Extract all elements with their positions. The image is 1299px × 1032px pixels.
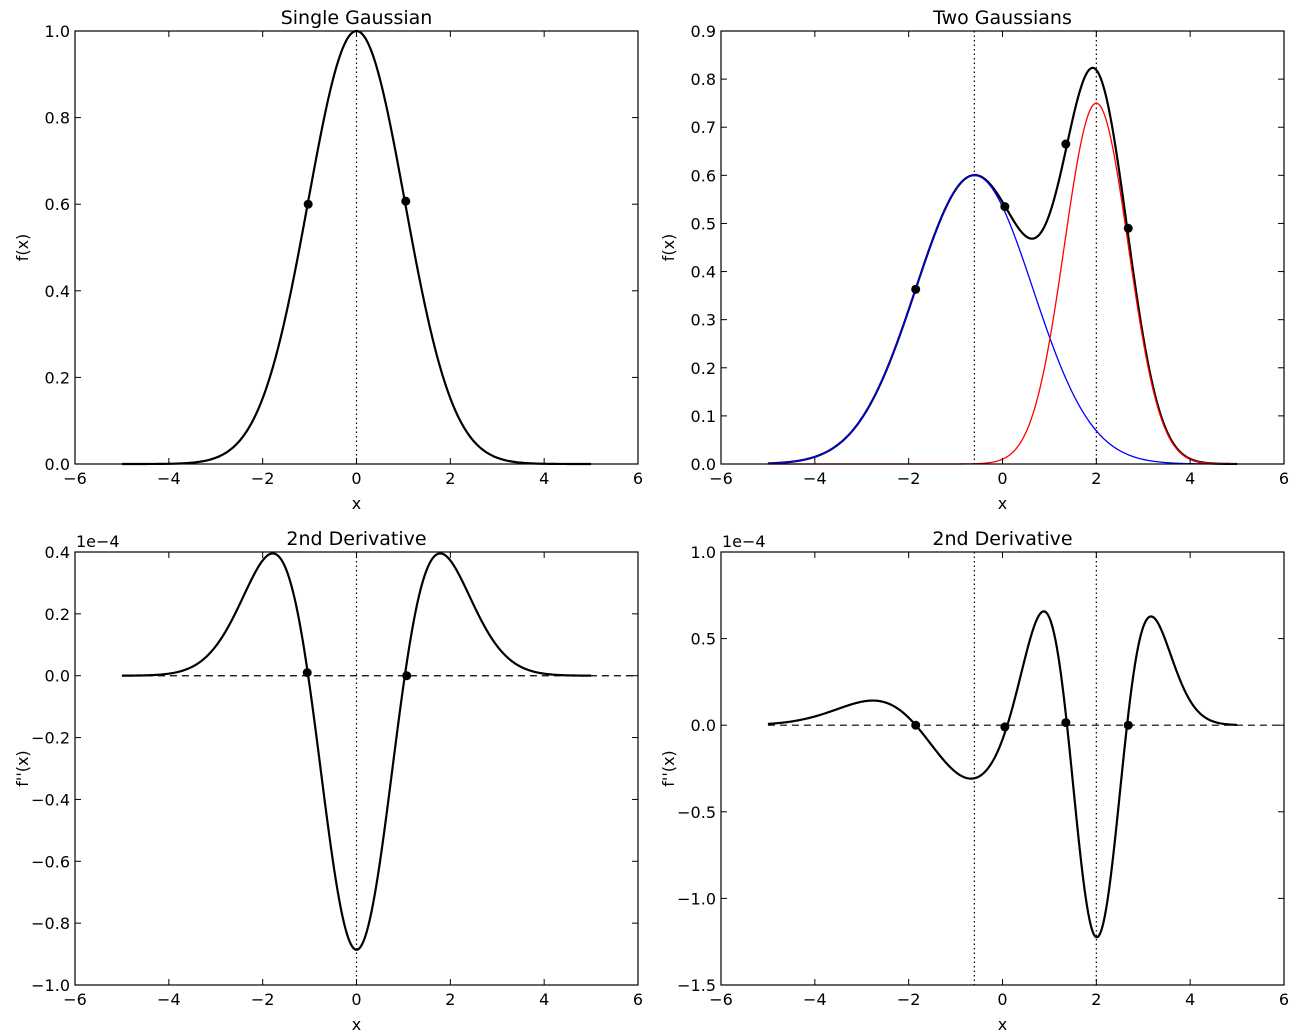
y-tick-label: 0.6 (45, 195, 70, 214)
chart-title: 2nd Derivative (286, 528, 426, 550)
y-tick-label: −1.5 (677, 976, 716, 995)
x-tick-label: 4 (1185, 990, 1195, 1009)
axes-frame (720, 551, 1285, 986)
chart-panel-two-gaussians: −6 −4 −2 0 2 4 6 0.0 0.1 0.2 0.3 0.4 0.5 0.6 0.7 0.8 0.9… (659, 7, 1289, 513)
x-tick-label: −4 (157, 990, 181, 1009)
x-tick-label: 4 (1185, 469, 1195, 488)
y-tick-label: 0.6 (691, 166, 716, 185)
y-tick-label: 0.9 (691, 22, 716, 41)
y-tick-label: 0.8 (45, 109, 70, 128)
data-point-1 (1000, 202, 1010, 212)
x-tick-label: 0 (997, 990, 1007, 1009)
x-tick-label: 2 (445, 990, 455, 1009)
series-line-0 (767, 610, 1238, 939)
y-tick-label: −1.0 (677, 889, 716, 908)
y-tick-label: 0.5 (691, 214, 716, 233)
x-tick-label: 0 (997, 469, 1007, 488)
y-tick-label: 0.0 (691, 455, 716, 474)
x-tick-label: −2 (897, 990, 921, 1009)
x-tick-label: −6 (63, 990, 87, 1009)
x-tick-label: −2 (251, 990, 275, 1009)
chart-title: Two Gaussians (932, 7, 1072, 29)
data-point-2 (1061, 718, 1071, 728)
data-point-1 (401, 196, 411, 206)
chart-panel-single-gaussian: −6 −4 −2 0 2 4 6 0.0 0.2 0.4 0.6 0.8 1.0 Single Gauss… (13, 7, 643, 513)
y-tick-label: −0.8 (31, 914, 70, 933)
axis-offset-text: 1e−4 (76, 532, 120, 551)
y-tick-label: −0.4 (31, 790, 70, 809)
y-tick-label: −0.6 (31, 852, 70, 871)
data-point-0 (302, 668, 312, 678)
series-line-2 (767, 102, 1238, 465)
y-tick-label: 0.8 (691, 70, 716, 89)
axes-frame (720, 30, 1285, 465)
y-tick-label: −1.0 (31, 976, 70, 995)
x-tick-label: −6 (63, 469, 87, 488)
x-tick-label: −4 (803, 990, 827, 1009)
series-line-1 (767, 174, 1238, 465)
x-tick-label: −6 (709, 990, 733, 1009)
y-tick-label: 0.7 (691, 118, 716, 137)
y-tick-label: 0.5 (691, 630, 716, 649)
y-tick-label: 0.0 (45, 667, 70, 686)
series-line-0 (121, 552, 592, 951)
y-tick-label: 0.1 (691, 407, 716, 426)
chart-panel-2nd-derivative-right: −6 −4 −2 0 2 4 6 −1.5 −1.0 −0.5 0.0 0.5 1.0 2nd Deriv… (659, 528, 1289, 1032)
y-axis-label: f''(x) (13, 750, 32, 786)
y-tick-label: 1.0 (45, 22, 70, 41)
y-tick-label: −0.5 (677, 803, 716, 822)
y-axis-label: f(x) (13, 234, 32, 262)
x-tick-label: 2 (1091, 990, 1101, 1009)
y-tick-label: 0.2 (45, 368, 70, 387)
x-tick-label: −4 (157, 469, 181, 488)
x-tick-label: −4 (803, 469, 827, 488)
chart-panel-2nd-derivative-left: −6 −4 −2 0 2 4 6 −1.0 −0.8 −0.6 −0.4 −0.2 0.0 0.2 0.4 2… (13, 528, 643, 1032)
y-axis-label: f''(x) (659, 750, 678, 786)
data-point-1 (1000, 722, 1010, 732)
series-line-0 (767, 66, 1238, 466)
x-tick-label: 0 (351, 469, 361, 488)
axis-offset-text: 1e−4 (722, 532, 766, 551)
data-point-3 (1123, 720, 1133, 730)
y-tick-label: 0.4 (45, 543, 70, 562)
data-point-3 (1123, 223, 1133, 233)
y-tick-label: 0.2 (45, 605, 70, 624)
x-axis-label: x (352, 494, 361, 513)
x-tick-label: −2 (897, 469, 921, 488)
y-tick-label: 0.0 (691, 716, 716, 735)
y-axis-label: f(x) (659, 234, 678, 262)
x-tick-label: 6 (1279, 990, 1289, 1009)
data-point-0 (911, 720, 921, 730)
y-tick-label: 0.0 (45, 455, 70, 474)
x-tick-label: 6 (633, 990, 643, 1009)
x-tick-label: 4 (539, 469, 549, 488)
x-tick-label: −6 (709, 469, 733, 488)
data-point-1 (402, 671, 412, 681)
x-axis-label: x (998, 1015, 1007, 1032)
x-axis-label: x (352, 1015, 361, 1032)
chart-title: Single Gaussian (281, 7, 433, 29)
y-tick-label: 0.4 (691, 263, 716, 282)
data-point-0 (303, 199, 313, 209)
x-tick-label: 2 (1091, 469, 1101, 488)
chart-title: 2nd Derivative (932, 528, 1072, 550)
x-tick-label: 0 (351, 990, 361, 1009)
y-tick-label: 0.2 (691, 359, 716, 378)
x-tick-label: 2 (445, 469, 455, 488)
x-tick-label: 4 (539, 990, 549, 1009)
y-tick-label: 1.0 (691, 543, 716, 562)
x-tick-label: 6 (1279, 469, 1289, 488)
x-tick-label: −2 (251, 469, 275, 488)
y-tick-label: 0.4 (45, 282, 70, 301)
y-tick-label: 0.3 (691, 311, 716, 330)
data-point-0 (911, 284, 921, 294)
y-tick-label: −0.2 (31, 729, 70, 748)
x-tick-label: 6 (633, 469, 643, 488)
data-point-2 (1061, 139, 1071, 149)
x-axis-label: x (998, 494, 1007, 513)
